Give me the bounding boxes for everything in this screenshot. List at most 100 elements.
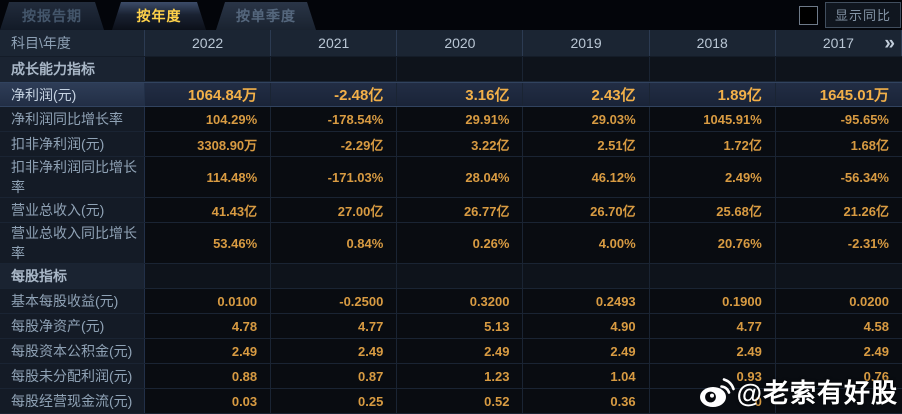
value-cell: 0.26%	[397, 223, 524, 263]
year-column-header[interactable]: 2017	[776, 30, 902, 56]
value-cell: 0.87	[271, 364, 398, 388]
table-row[interactable]: 营业总收入同比增长率 53.46% 0.84% 0.26% 4.00% 20.76% -2.…	[0, 223, 902, 264]
value-cell: 0.03	[145, 389, 272, 413]
value-cell: 1.89亿	[649, 83, 776, 106]
row-label: 净利润(元)	[0, 83, 145, 106]
value-cell: 114.48%	[145, 157, 272, 197]
row-label: 每股未分配利润(元)	[0, 364, 145, 388]
row-label: 每股指标	[0, 264, 145, 288]
show-yoy-button[interactable]: 显示同比	[824, 2, 901, 28]
value-cell: 0.36	[523, 389, 650, 413]
value-cell	[649, 57, 776, 81]
section-header-row[interactable]: 成长能力指标	[0, 57, 902, 82]
more-years-icon[interactable]: »	[884, 33, 895, 54]
value-cell: -2.48亿	[271, 83, 398, 106]
value-cell: 3.22亿	[397, 132, 524, 156]
value-cell	[271, 264, 398, 288]
value-cell: -171.03%	[271, 157, 398, 197]
tab-by-single-quarter[interactable]: 按单季度	[216, 2, 316, 30]
value-cell: 2.49	[397, 339, 524, 363]
period-tab-bar: 按报告期 按年度 按单季度 显示同比	[0, 0, 902, 30]
row-label: 营业总收入(元)	[0, 198, 145, 222]
row-label: 净利润同比增长率	[0, 107, 145, 131]
row-label: 每股净资产(元)	[0, 314, 145, 338]
value-cell: 4.78	[145, 314, 272, 338]
value-cell: 2.49	[145, 339, 272, 363]
value-cell: 1.04	[523, 364, 650, 388]
value-cell: -2.29亿	[271, 132, 398, 156]
value-cell: 0.25	[271, 389, 398, 413]
value-cell: 1045.91%	[649, 107, 776, 131]
table-row[interactable]: 每股净资产(元) 4.78 4.77 5.13 4.90 4.77 4.58	[0, 314, 902, 339]
table-row[interactable]: 每股未分配利润(元) 0.88 0.87 1.23 1.04 0.93 0.76	[0, 364, 902, 389]
value-cell: 27.00亿	[271, 198, 398, 222]
table-row[interactable]: 净利润(元) 1064.84万 -2.48亿 3.16亿 2.43亿 1.89亿 1645.…	[0, 82, 902, 107]
value-cell: 5.13	[397, 314, 524, 338]
year-column-header[interactable]: 2021	[271, 30, 398, 56]
table-row[interactable]: 基本每股收益(元) 0.0100 -0.2500 0.3200 0.2493 0.1900…	[0, 289, 902, 314]
row-label: 营业总收入同比增长率	[0, 223, 145, 263]
value-cell: 2.49	[649, 339, 776, 363]
value-cell	[649, 264, 776, 288]
table-row[interactable]: 营业总收入(元) 41.43亿 27.00亿 26.77亿 26.70亿 25.68亿 21…	[0, 198, 902, 223]
year-column-header[interactable]: 2022	[145, 30, 272, 56]
value-cell: 20.76%	[649, 223, 776, 263]
value-cell: 1645.01万	[775, 83, 902, 106]
value-cell: 3.16亿	[397, 83, 524, 106]
row-label: 扣非净利润(元)	[0, 132, 145, 156]
value-cell: 0.0100	[145, 289, 272, 313]
value-cell: 0.52	[397, 389, 524, 413]
row-label: 成长能力指标	[0, 57, 145, 81]
value-cell	[775, 264, 902, 288]
value-cell: 0.93	[649, 364, 776, 388]
value-cell	[775, 57, 902, 81]
value-cell: 0.76	[775, 364, 902, 388]
value-cell: 26.70亿	[523, 198, 650, 222]
value-cell: 4.77	[649, 314, 776, 338]
value-cell: -0.2500	[271, 289, 398, 313]
tab-by-report-period[interactable]: 按报告期	[0, 2, 104, 30]
value-cell	[397, 57, 524, 81]
value-cell	[145, 264, 272, 288]
table-header-row: 科目\年度 2022 2021 2020 2019 2018 2017»	[0, 30, 902, 57]
value-cell: 0.84%	[271, 223, 398, 263]
value-cell: 1.72亿	[649, 132, 776, 156]
row-label: 每股经营现金流(元)	[0, 389, 145, 413]
year-column-header[interactable]: 2019	[523, 30, 650, 56]
value-cell: 2.51亿	[523, 132, 650, 156]
table-row[interactable]: 每股资本公积金(元) 2.49 2.49 2.49 2.49 2.49 2.49	[0, 339, 902, 364]
table-row[interactable]: 每股经营现金流(元) 0.03 0.25 0.52 0.36 0	[0, 389, 902, 414]
value-cell: 0.0200	[775, 289, 902, 313]
row-label: 扣非净利润同比增长率	[0, 157, 145, 197]
row-label: 基本每股收益(元)	[0, 289, 145, 313]
value-cell: -2.31%	[775, 223, 902, 263]
value-cell	[523, 264, 650, 288]
year-column-header[interactable]: 2020	[397, 30, 524, 56]
value-cell: 26.77亿	[397, 198, 524, 222]
table-row[interactable]: 扣非净利润(元) 3308.90万 -2.29亿 3.22亿 2.51亿 1.72亿 1.6…	[0, 132, 902, 157]
value-cell: -95.65%	[775, 107, 902, 131]
value-cell: 28.04%	[397, 157, 524, 197]
value-cell: 4.77	[271, 314, 398, 338]
tab-by-year[interactable]: 按年度	[112, 2, 206, 30]
value-cell: 25.68亿	[649, 198, 776, 222]
table-row[interactable]: 净利润同比增长率 104.29% -178.54% 29.91% 29.03% 1045.…	[0, 107, 902, 132]
value-cell: 0.3200	[397, 289, 524, 313]
value-cell: 29.03%	[523, 107, 650, 131]
section-header-row[interactable]: 每股指标	[0, 264, 902, 289]
value-cell: 2.43亿	[523, 83, 650, 106]
value-cell: 0	[649, 389, 776, 413]
value-cell	[397, 264, 524, 288]
value-cell: 29.91%	[397, 107, 524, 131]
value-cell	[271, 57, 398, 81]
year-column-header[interactable]: 2018	[650, 30, 776, 56]
show-yoy-checkbox[interactable]	[798, 5, 818, 25]
table-row[interactable]: 扣非净利润同比增长率 114.48% -171.03% 28.04% 46.12% 2.4…	[0, 157, 902, 198]
value-cell: -178.54%	[271, 107, 398, 131]
value-cell: 21.26亿	[775, 198, 902, 222]
value-cell: 41.43亿	[145, 198, 272, 222]
value-cell: 1.23	[397, 364, 524, 388]
value-cell: 2.49	[523, 339, 650, 363]
value-cell: 1.68亿	[775, 132, 902, 156]
